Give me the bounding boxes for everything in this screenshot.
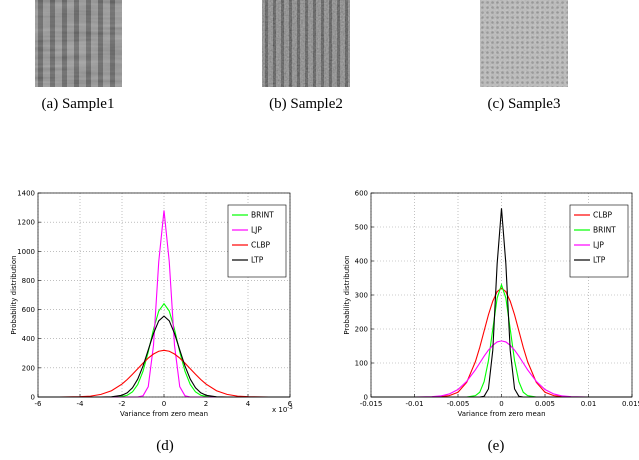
x-tick-label: -6	[35, 400, 43, 408]
legend-label: BRINT	[251, 211, 274, 220]
x-scale-label: x 10-3	[272, 405, 293, 414]
x-scale-exponent: -3	[287, 405, 293, 411]
caption: (c) Sample3	[488, 96, 561, 112]
x-tick-label: 0.015	[622, 400, 639, 408]
y-tick-label: 600	[22, 306, 35, 314]
y-tick-label: 400	[355, 258, 368, 266]
x-tick-label: -0.01	[405, 400, 423, 408]
axes-box	[37, 192, 291, 398]
x-tick-label: -0.015	[360, 400, 383, 408]
data-line	[371, 287, 632, 398]
legend-label: CLBP	[251, 241, 271, 250]
data-line	[371, 340, 632, 398]
y-tick-label: 500	[355, 224, 368, 232]
y-tick-label: 800	[22, 277, 35, 285]
y-tick-label: 1200	[17, 219, 35, 227]
data-line	[38, 349, 290, 398]
legend-label: BRINT	[593, 226, 616, 235]
x-tick-label: 0	[499, 400, 503, 408]
x-tick-label: -2	[119, 400, 126, 408]
x-axis-label: Variance from zero mean	[457, 410, 545, 418]
x-tick-label: 2	[204, 400, 208, 408]
x-tick-label: -4	[77, 400, 85, 408]
y-tick-label: 300	[355, 292, 368, 300]
caption: (a) Sample1	[42, 96, 115, 112]
x-tick-label: 4	[246, 400, 251, 408]
x-tick-label: 0.005	[535, 400, 555, 408]
x-tick-label: 0.01	[581, 400, 597, 408]
y-tick-label: 100	[355, 360, 368, 368]
y-tick-label: 0	[364, 394, 368, 402]
sample-image-1	[35, 0, 122, 87]
legend-label: LJP	[251, 226, 262, 235]
legend-label: LTP	[251, 256, 264, 265]
y-tick-label: 0	[31, 394, 35, 402]
x-tick-label: -0.005	[447, 400, 470, 408]
caption: (d)	[156, 438, 174, 454]
y-tick-label: 200	[355, 326, 368, 334]
legend-box	[569, 204, 629, 278]
legend-box	[227, 204, 287, 278]
caption: (e)	[488, 438, 505, 454]
axes-box	[370, 192, 633, 398]
y-tick-label: 600	[355, 190, 368, 198]
y-tick-label: 400	[22, 335, 35, 343]
legend-label: LJP	[593, 241, 604, 250]
x-axis-label: Variance from zero mean	[120, 410, 208, 418]
caption: (b) Sample2	[269, 96, 343, 112]
x-tick-label: 6	[288, 400, 293, 408]
y-tick-label: 200	[22, 364, 35, 372]
legend-label: LTP	[593, 256, 606, 265]
y-tick-label: 1400	[17, 190, 35, 198]
legend-label: CLBP	[593, 211, 613, 220]
x-tick-label: 0	[162, 400, 166, 408]
sample-image-3	[480, 0, 568, 87]
x-scale-base: x 10	[272, 406, 287, 414]
y-tick-label: 1000	[17, 248, 35, 256]
sample-image-2	[262, 0, 350, 87]
y-axis-label: Probability distribution	[10, 255, 18, 334]
y-axis-label: Probability distribution	[343, 255, 351, 334]
